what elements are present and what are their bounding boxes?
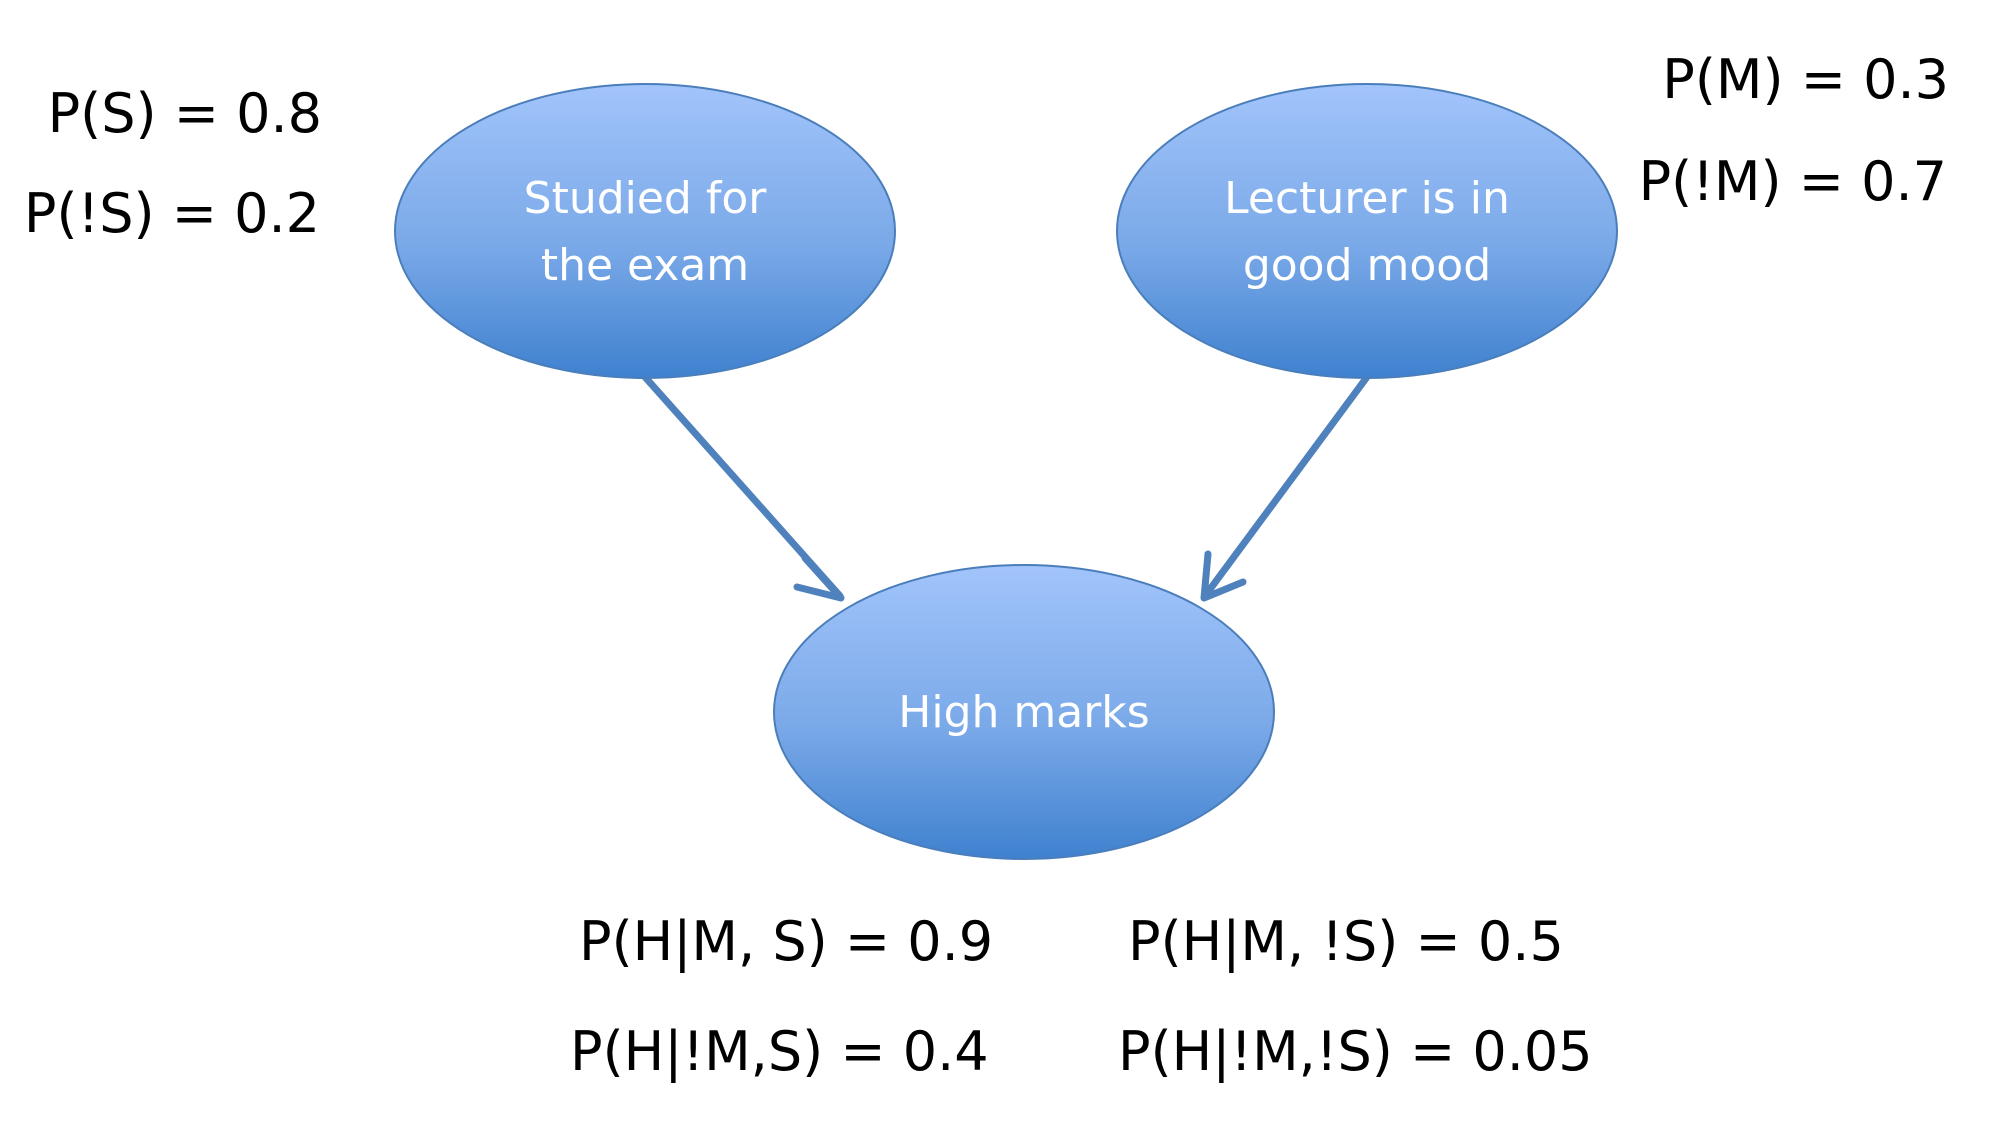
node-high-marks: High marks <box>773 564 1275 860</box>
prior-p-not-m: P(!M) = 0.7 <box>1638 150 1947 213</box>
node-studied-label-line2: the exam <box>541 240 749 291</box>
node-high-marks-label: High marks <box>898 687 1149 738</box>
cpt-h-given-not-m-not-s: P(H|!M,!S) = 0.05 <box>1118 1020 1593 1083</box>
arrowhead-studied-to-high <box>793 554 845 602</box>
node-lecturer-good-mood: Lecturer is in good mood <box>1116 83 1618 379</box>
node-studied-for-exam: Studied for the exam <box>394 83 896 379</box>
prior-p-s: P(S) = 0.8 <box>47 82 322 145</box>
cpt-h-given-not-m-s: P(H|!M,S) = 0.4 <box>570 1020 989 1083</box>
edge-studied-to-high <box>641 373 845 602</box>
arrowhead-mood-to-high <box>1200 550 1247 602</box>
cpt-h-given-m-not-s: P(H|M, !S) = 0.5 <box>1128 910 1564 973</box>
prior-p-not-s: P(!S) = 0.2 <box>23 182 320 245</box>
edge-mood-to-high <box>1200 373 1371 602</box>
node-studied-label-line1: Studied for <box>524 173 768 224</box>
cpt-h-given-m-s: P(H|M, S) = 0.9 <box>579 910 994 973</box>
node-mood-label-line2: good mood <box>1243 240 1491 291</box>
node-mood-label-line1: Lecturer is in <box>1224 173 1510 224</box>
prior-p-m: P(M) = 0.3 <box>1662 48 1949 111</box>
